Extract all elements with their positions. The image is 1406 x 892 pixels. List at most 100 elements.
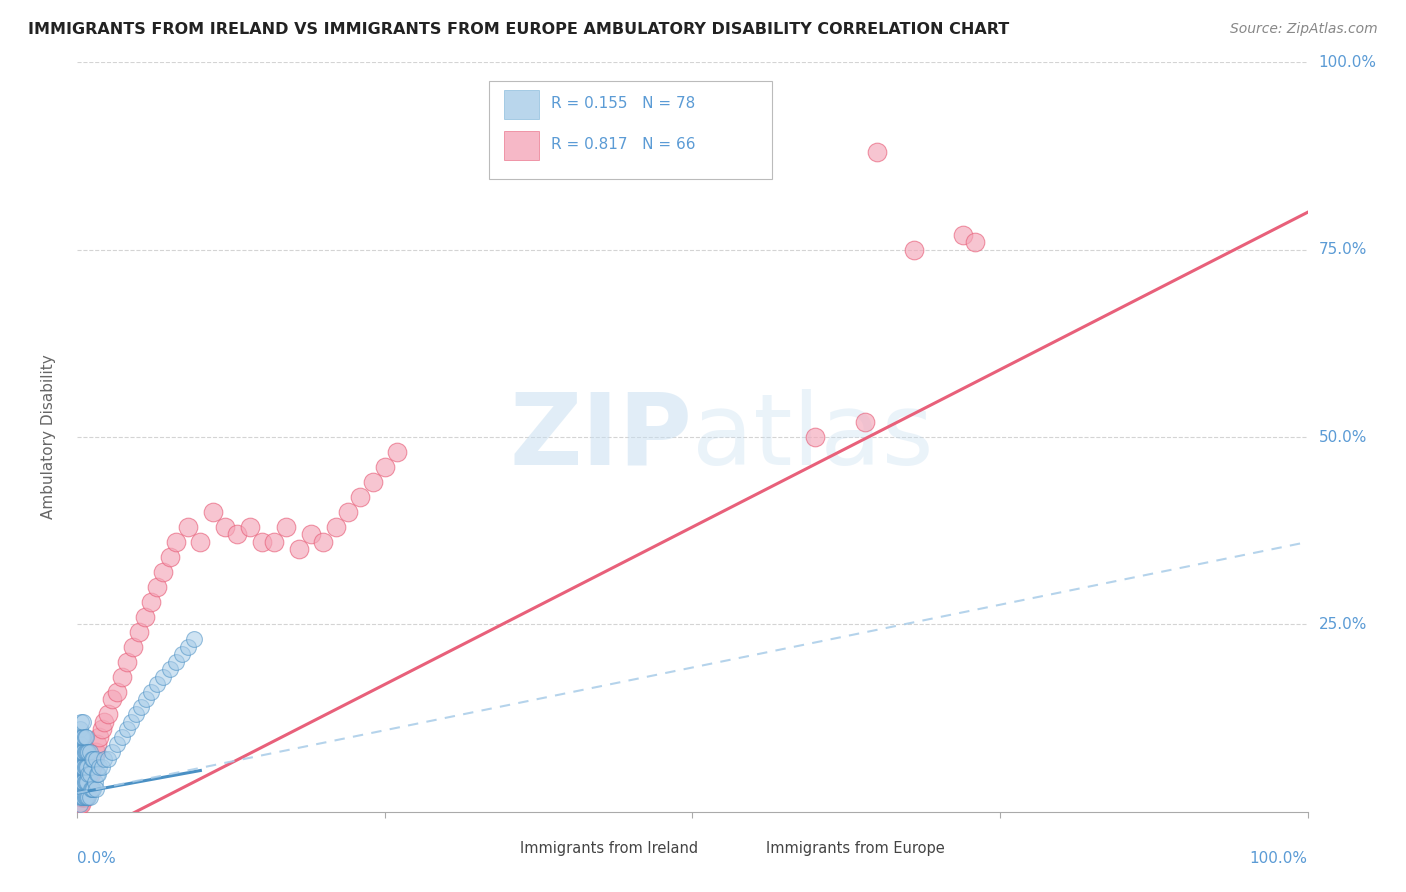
Point (121, 714, 143, 729)
Point (177, 520, 200, 534)
Point (73, 730, 96, 744)
Point (152, 565, 174, 579)
Point (125, 707, 148, 722)
Point (141, 595, 163, 609)
Point (97, 707, 120, 722)
Point (866, 145, 889, 160)
Point (69, 782, 91, 797)
FancyBboxPatch shape (505, 90, 538, 119)
Point (177, 640, 200, 654)
Point (70, 789, 93, 804)
Text: Immigrants from Ireland: Immigrants from Ireland (520, 841, 699, 856)
Point (105, 685, 128, 699)
Point (72, 745, 94, 759)
Point (75, 730, 97, 744)
Point (69, 797, 91, 812)
Point (67, 782, 90, 797)
Point (75, 767, 97, 781)
Point (70, 760, 93, 774)
Point (141, 685, 163, 699)
Point (76, 767, 98, 781)
Point (804, 430, 827, 444)
FancyBboxPatch shape (489, 81, 772, 178)
Point (853, 415, 876, 429)
Point (70, 774, 93, 789)
Point (70, 789, 93, 804)
Point (77, 767, 100, 781)
Text: 75.0%: 75.0% (1319, 243, 1367, 257)
Point (73, 760, 96, 774)
Point (965, 235, 987, 250)
Point (101, 745, 124, 759)
Point (75, 760, 97, 774)
Point (69, 723, 91, 737)
Point (276, 520, 298, 534)
Point (79, 767, 101, 781)
Text: R = 0.155   N = 78: R = 0.155 N = 78 (551, 96, 695, 112)
Point (69, 767, 91, 781)
Point (86, 767, 108, 781)
Point (72, 730, 94, 744)
Point (76, 789, 98, 804)
Point (97, 752, 120, 766)
Point (72, 789, 94, 804)
Point (82, 782, 104, 797)
Point (79, 745, 101, 759)
Point (82, 752, 104, 766)
Point (374, 460, 396, 475)
Point (82, 752, 104, 766)
Point (134, 610, 156, 624)
Point (90, 760, 114, 774)
Point (349, 490, 371, 504)
Point (903, 243, 925, 257)
Text: 100.0%: 100.0% (1250, 851, 1308, 865)
Point (214, 520, 236, 534)
Point (170, 648, 193, 662)
Point (69, 789, 91, 804)
Text: 100.0%: 100.0% (1319, 55, 1376, 70)
Text: atlas: atlas (693, 389, 934, 485)
Point (69, 774, 91, 789)
Y-axis label: Ambulatory Disability: Ambulatory Disability (42, 355, 56, 519)
Point (115, 655, 138, 669)
Point (72, 760, 94, 774)
Point (70, 797, 93, 812)
Point (70, 774, 93, 789)
Point (159, 549, 181, 564)
Text: IMMIGRANTS FROM IRELAND VS IMMIGRANTS FROM EUROPE AMBULATORY DISABILITY CORRELAT: IMMIGRANTS FROM IRELAND VS IMMIGRANTS FR… (28, 22, 1010, 37)
FancyBboxPatch shape (730, 837, 756, 861)
Point (70, 714, 93, 729)
Point (183, 632, 205, 647)
Point (84, 782, 107, 797)
Point (75, 745, 97, 759)
Point (75, 782, 97, 797)
Point (121, 640, 143, 654)
Point (90, 723, 114, 737)
Point (79, 789, 101, 804)
Point (77, 774, 100, 789)
FancyBboxPatch shape (505, 131, 538, 160)
Point (67, 760, 90, 774)
Text: ZIP: ZIP (509, 389, 693, 485)
Point (93, 714, 115, 729)
Point (67, 797, 90, 812)
Point (263, 535, 285, 549)
Text: R = 0.817   N = 66: R = 0.817 N = 66 (551, 137, 696, 153)
Point (69, 797, 91, 812)
Point (86, 737, 108, 751)
Point (76, 745, 98, 759)
Point (89, 760, 111, 774)
Point (111, 730, 132, 744)
Point (76, 782, 98, 797)
Text: Source: ZipAtlas.com: Source: ZipAtlas.com (1230, 22, 1378, 37)
Point (70, 782, 93, 797)
Point (67, 789, 90, 804)
Point (288, 542, 311, 557)
Point (129, 699, 153, 714)
Point (67, 745, 90, 759)
Point (250, 535, 273, 549)
Point (128, 624, 150, 639)
Point (67, 774, 90, 789)
Point (79, 767, 101, 781)
Point (146, 677, 169, 691)
